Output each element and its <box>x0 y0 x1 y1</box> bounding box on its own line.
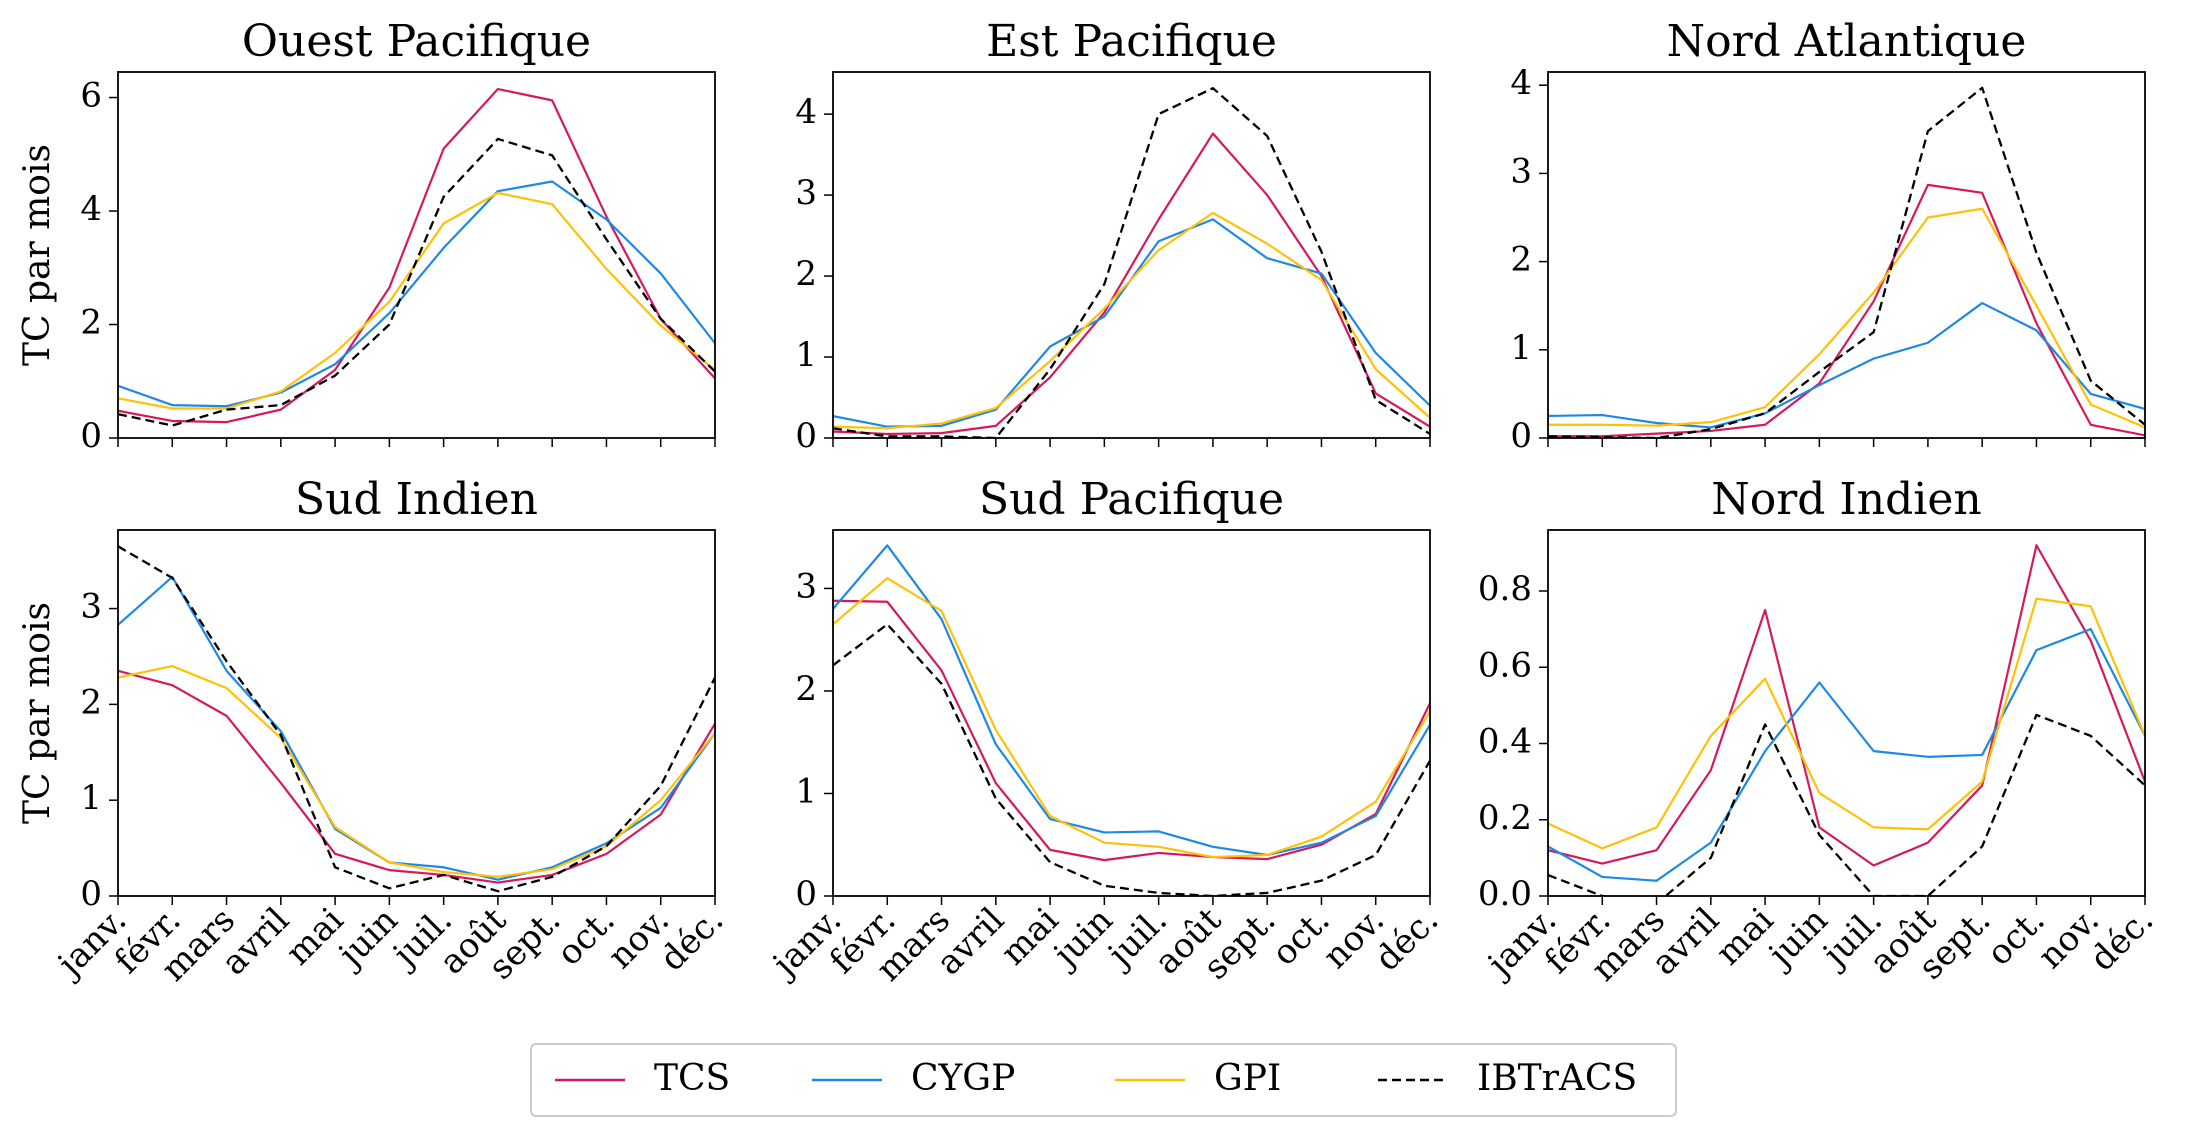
series-line-ibtracs <box>1548 713 2145 896</box>
series-line-ibtracs <box>833 87 1430 438</box>
series-line-cygp <box>118 180 715 408</box>
y-axis-label: TC par mois <box>17 602 58 824</box>
series-line-gpi <box>833 211 1430 430</box>
panel-title: Ouest Pacifique <box>242 16 591 67</box>
series-line-ibtracs <box>118 545 715 893</box>
y-tick-label: 0 <box>80 416 102 456</box>
axes-frame <box>832 529 1431 897</box>
panel-title: Sud Indien <box>295 474 538 525</box>
y-tick-label: 2 <box>80 303 102 343</box>
legend: TCS CYGP GPI IBTrACS <box>530 1043 1677 1117</box>
series-lines <box>833 87 1430 438</box>
y-tick-label: 3 <box>795 566 817 606</box>
series-lines <box>118 545 715 893</box>
y-tick-label: 0.0 <box>1478 874 1532 914</box>
legend-label: CYGP <box>911 1058 1015 1099</box>
axes-frame <box>1547 529 2146 897</box>
y-tick-label: 0 <box>795 416 817 456</box>
legend-label: TCS <box>654 1058 730 1099</box>
axes-frame <box>117 71 716 439</box>
legend-box <box>530 1043 1677 1117</box>
series-line-gpi <box>118 664 715 878</box>
y-tick-label: 4 <box>795 92 817 132</box>
y-tick-label: 2 <box>795 669 817 709</box>
series-line-gpi <box>1548 597 2145 850</box>
series-line-ibtracs <box>833 623 1430 896</box>
y-tick-label: 2 <box>80 682 102 722</box>
series-line-gpi <box>1548 207 2145 429</box>
series-lines <box>1548 544 2145 896</box>
axes-frame <box>117 529 716 897</box>
y-axis-label: TC par mois <box>17 144 58 366</box>
series-lines <box>833 544 1430 896</box>
y-tick-label: 4 <box>80 189 102 229</box>
y-tick-label: 2 <box>1510 240 1532 280</box>
series-line-gpi <box>833 577 1430 859</box>
y-tick-label: 0 <box>80 874 102 914</box>
panel-nord-atlantique: Nord Atlantique 0 1 2 3 4 <box>1510 16 2146 456</box>
legend-entry-gpi: GPI <box>1115 1058 1281 1099</box>
y-tick-label: 1 <box>795 771 817 811</box>
legend-label: GPI <box>1214 1058 1281 1099</box>
y-tick-label: 0.8 <box>1478 569 1532 609</box>
series-line-tcs <box>118 669 715 884</box>
legend-entry-ibtracs: IBTrACS <box>1378 1058 1637 1099</box>
y-tick-label: 0.6 <box>1478 645 1532 685</box>
series-line-ibtracs <box>118 137 715 427</box>
y-tick-label: 0.4 <box>1478 722 1532 762</box>
y-tick-label: 1 <box>80 778 102 818</box>
y-tick-label: 1 <box>1510 328 1532 368</box>
panel-title: Est Pacifique <box>986 16 1277 67</box>
y-tick-label: 0.2 <box>1478 798 1532 838</box>
series-line-tcs <box>118 87 715 424</box>
y-tick-label: 4 <box>1510 63 1532 103</box>
panel-est-pacifique: Est Pacifique 0 1 2 3 4 <box>795 16 1431 456</box>
axes-frame <box>832 71 1431 439</box>
series-lines <box>118 87 715 427</box>
series-line-tcs <box>1548 544 2145 867</box>
y-tick-label: 1 <box>795 335 817 375</box>
y-tick-label: 0 <box>1510 416 1532 456</box>
y-tick-label: 6 <box>80 76 102 116</box>
series-line-cygp <box>1548 301 2145 429</box>
series-line-tcs <box>833 599 1430 862</box>
series-line-cygp <box>1548 628 2145 882</box>
legend-entry-tcs: TCS <box>555 1058 730 1099</box>
y-tick-label: 3 <box>1510 151 1532 191</box>
y-tick-label: 3 <box>80 587 102 627</box>
y-tick-label: 2 <box>795 254 817 294</box>
y-tick-label: 3 <box>795 173 817 213</box>
y-tick-label: 0 <box>795 874 817 914</box>
legend-label: IBTrACS <box>1477 1058 1637 1099</box>
series-line-cygp <box>833 544 1430 857</box>
panel-ouest-pacifique: Ouest Pacifique TC par mois 0 2 4 6 <box>17 16 716 456</box>
axes-frame <box>1547 71 2146 439</box>
panel-title: Nord Atlantique <box>1667 16 2027 67</box>
panel-title: Sud Pacifique <box>979 474 1284 525</box>
legend-entry-cygp: CYGP <box>812 1058 1015 1099</box>
panel-title: Nord Indien <box>1711 474 1982 525</box>
